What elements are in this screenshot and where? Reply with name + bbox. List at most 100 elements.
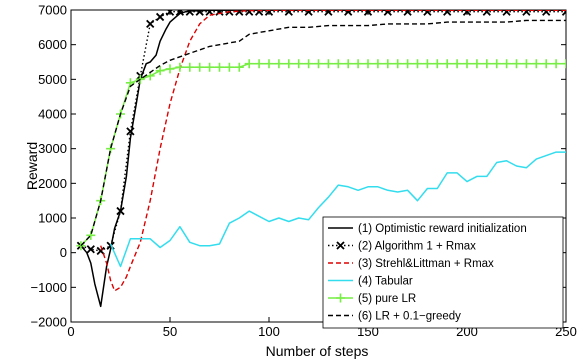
series-2-point (561, 10, 566, 16)
series-2-point (205, 10, 214, 16)
legend-box (322, 216, 564, 329)
series-2-point (165, 10, 175, 16)
x-tick-label: 0 (67, 324, 74, 339)
series-5-point (512, 59, 521, 69)
series-3 (100, 10, 566, 292)
series-2-point (443, 10, 452, 16)
series-2-point (215, 10, 224, 16)
y-tick-label: 6000 (38, 37, 67, 52)
series-5-point (472, 59, 482, 69)
series-5-point (333, 59, 343, 69)
series-5-point (403, 59, 413, 69)
series-1 (80, 10, 566, 308)
series-2-point (423, 10, 432, 16)
legend-label-2: (2) Algorithm 1 + Rmax (358, 241, 476, 253)
series-lines (76, 10, 566, 308)
series-2-point (195, 10, 204, 16)
series-2-point (126, 127, 135, 136)
series-5-point (492, 59, 502, 69)
series-5-point (462, 59, 472, 69)
y-tick-label: −1000 (30, 280, 67, 295)
series-2-point (462, 10, 472, 16)
series-5-point (343, 59, 353, 69)
series-5-point (234, 62, 244, 72)
series-2-point (284, 10, 293, 16)
series-5-point (175, 62, 185, 72)
series-5-point (155, 66, 165, 76)
series-4 (109, 151, 566, 268)
series-5-point (76, 241, 86, 251)
series-5-point (254, 59, 264, 69)
series-5-point (482, 59, 492, 69)
series-5-point (284, 59, 294, 69)
series-6 (80, 19, 566, 247)
legend-label-3: (3) Strehl&Littman + Rmax (358, 258, 494, 270)
series-2-point (254, 10, 264, 16)
y-tick-label: 3000 (38, 141, 67, 156)
x-axis-label: Number of steps (266, 343, 369, 359)
series-5-point (224, 62, 234, 72)
series-2-point (403, 10, 412, 16)
y-tick-label: 5000 (38, 72, 67, 87)
series-2-point (146, 19, 155, 29)
series-5-point (304, 59, 314, 69)
series-2-point (344, 10, 353, 16)
series-5-point (185, 62, 195, 72)
x-tick-label: 100 (258, 324, 280, 339)
y-tick-label: 7000 (38, 3, 67, 18)
x-tick-label: 50 (163, 324, 177, 339)
y-tick-label: −2000 (30, 315, 67, 330)
series-4-line (109, 151, 566, 268)
series-2-point (304, 10, 313, 16)
series-2-point (324, 10, 333, 16)
series-5-point (373, 59, 383, 69)
series-5-point (86, 230, 96, 240)
series-5-point (363, 59, 373, 69)
series-2-point (522, 10, 531, 16)
series-5-point (205, 62, 215, 72)
series-2-point (383, 10, 392, 16)
series-5-point (215, 62, 224, 72)
series-5-point (393, 59, 403, 69)
series-5-point (314, 59, 323, 69)
series-5-point (531, 59, 541, 69)
series-2-point (502, 10, 511, 16)
legend: (1) Optimistic reward initialization (2) … (322, 216, 564, 329)
series-5-point (353, 59, 363, 69)
y-tick-label: 1000 (38, 211, 67, 226)
series-5-point (383, 59, 393, 69)
series-1-line (80, 10, 566, 308)
series-2-point (542, 10, 551, 16)
series-5-point (521, 59, 531, 69)
series-2-point (363, 10, 373, 16)
series-5-point (195, 62, 205, 72)
y-tick-label: 2000 (38, 176, 67, 191)
series-2-point (185, 10, 194, 16)
series-2-point (96, 246, 105, 256)
series-2-point (245, 10, 254, 16)
series-2-point (482, 10, 491, 16)
series-2-point (155, 12, 165, 22)
series-5-point (264, 59, 274, 69)
series-5-point (432, 59, 442, 69)
series-5-point (452, 59, 462, 69)
legend-marker-5 (336, 293, 345, 303)
series-6-line (80, 19, 566, 247)
legend-label-1: (1) Optimistic reward initialization (358, 223, 527, 235)
series-2-point (175, 10, 185, 16)
series-5-point (541, 59, 551, 69)
series-5-point (551, 59, 561, 69)
series-5-point (165, 64, 175, 74)
series-5 (76, 59, 566, 251)
series-2-point (116, 206, 125, 216)
y-tick-label: 0 (60, 245, 67, 260)
legend-label-5: (5) pure LR (358, 293, 416, 305)
legend-marker-2 (336, 241, 345, 250)
series-3-line (100, 10, 566, 292)
series-2-line (80, 10, 566, 252)
series-5-point (422, 59, 432, 69)
series-5-point (442, 59, 452, 69)
series-2-point (264, 10, 274, 16)
series-5-point (502, 59, 512, 69)
